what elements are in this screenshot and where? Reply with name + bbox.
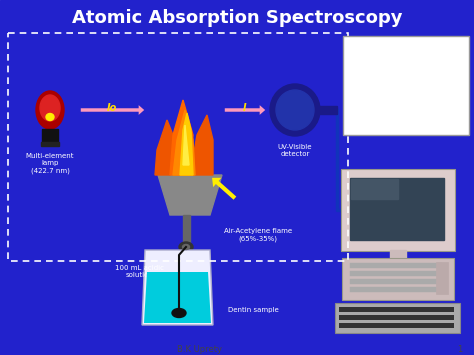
- Text: 100 mL acidic
solution: 100 mL acidic solution: [116, 265, 164, 278]
- Bar: [350, 263, 442, 268]
- Bar: [436, 262, 448, 294]
- Text: Io: Io: [107, 103, 117, 113]
- Bar: [183, 215, 190, 245]
- Bar: [339, 307, 454, 312]
- Text: 1: 1: [457, 345, 463, 355]
- Text: Air-Acetylene flame
(65%-35%): Air-Acetylene flame (65%-35%): [224, 228, 292, 241]
- Polygon shape: [180, 113, 193, 175]
- Polygon shape: [155, 120, 177, 175]
- FancyBboxPatch shape: [341, 169, 455, 251]
- Polygon shape: [190, 115, 213, 175]
- Polygon shape: [173, 110, 195, 175]
- FancyBboxPatch shape: [335, 303, 460, 333]
- Polygon shape: [144, 272, 211, 323]
- Ellipse shape: [179, 242, 193, 252]
- Bar: [339, 323, 454, 328]
- Ellipse shape: [40, 95, 60, 121]
- Text: Multi-element
lamp
(422.7 nm): Multi-element lamp (422.7 nm): [26, 153, 74, 174]
- Bar: [42, 129, 58, 143]
- Text: Beer's Law:: Beer's Law:: [374, 55, 438, 65]
- FancyBboxPatch shape: [342, 258, 454, 300]
- Bar: [317, 106, 337, 114]
- Bar: [41, 142, 59, 146]
- Ellipse shape: [270, 84, 320, 136]
- Text: UV-Visible
detector: UV-Visible detector: [278, 144, 312, 157]
- Bar: [350, 279, 442, 284]
- Ellipse shape: [276, 90, 314, 130]
- Bar: [350, 271, 442, 276]
- Bar: [351, 179, 398, 199]
- Bar: [378, 259, 418, 264]
- Text: Dentin sample: Dentin sample: [228, 307, 279, 313]
- Polygon shape: [170, 100, 193, 175]
- Bar: [339, 315, 454, 320]
- Ellipse shape: [172, 308, 186, 317]
- FancyBboxPatch shape: [343, 36, 469, 135]
- Bar: [350, 178, 444, 240]
- Text: I: I: [243, 103, 247, 113]
- Text: B.K Uprety: B.K Uprety: [177, 345, 222, 355]
- Polygon shape: [158, 175, 222, 215]
- Ellipse shape: [46, 114, 54, 120]
- Bar: [350, 287, 442, 292]
- Bar: [390, 250, 406, 260]
- Polygon shape: [142, 250, 213, 325]
- Ellipse shape: [182, 245, 190, 250]
- Polygon shape: [183, 125, 189, 165]
- Text: Atomic Absorption Spectroscopy: Atomic Absorption Spectroscopy: [72, 9, 402, 27]
- Text: A = log(Io/I) = abc: A = log(Io/I) = abc: [358, 91, 454, 101]
- Ellipse shape: [36, 91, 64, 129]
